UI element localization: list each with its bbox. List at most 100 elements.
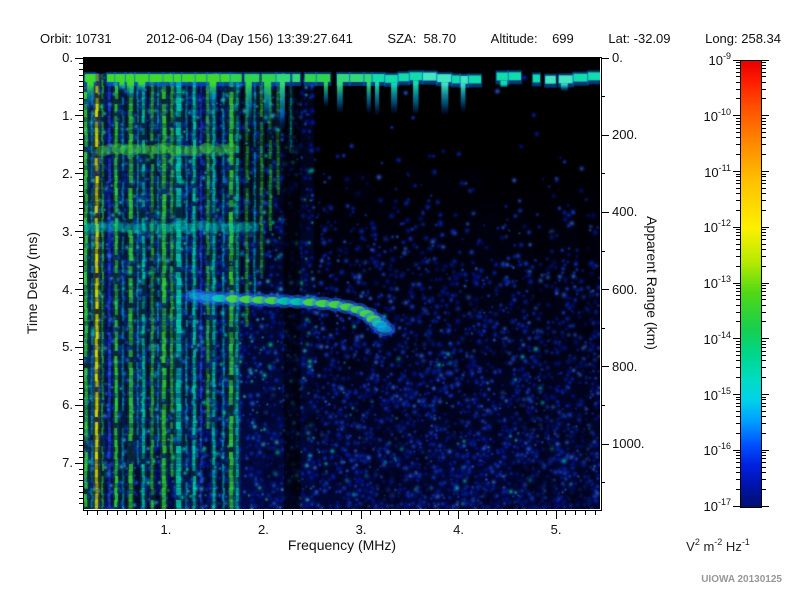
- y-left-minor-tick: [79, 202, 83, 204]
- y-left-minor-tick: [79, 399, 83, 401]
- y-right-major-tick: [601, 211, 609, 213]
- y-right-minor-tick: [601, 250, 605, 252]
- x-axis-minor-tick: [136, 510, 138, 515]
- x-axis-minor-tick: [370, 510, 372, 515]
- long-field: Long: 258.34: [705, 31, 781, 46]
- y-left-minor-tick: [79, 428, 83, 430]
- colorbar-minor-tick: [762, 406, 766, 408]
- x-axis-minor-tick: [214, 510, 216, 515]
- colorbar-minor-tick: [736, 71, 740, 73]
- colorbar-minor-tick: [762, 304, 766, 306]
- y-left-major-tick: [75, 231, 83, 233]
- x-axis-minor-tick: [545, 510, 547, 515]
- colorbar-minor-tick: [762, 193, 766, 195]
- y-left-minor-tick: [79, 184, 83, 186]
- x-axis-minor-tick: [380, 510, 382, 515]
- y-left-minor-tick: [79, 318, 83, 320]
- y-left-minor-tick: [79, 138, 83, 140]
- x-axis-tick-label: 4.: [453, 522, 464, 537]
- y-right-tick-label: 600.: [612, 281, 638, 297]
- colorbar-minor-tick: [762, 478, 766, 480]
- colorbar-major-tick: [733, 394, 740, 395]
- colorbar-minor-tick: [736, 176, 740, 178]
- colorbar-minor-tick: [736, 179, 740, 181]
- y-left-minor-tick: [79, 433, 83, 435]
- colorbar-major-tick: [762, 505, 769, 507]
- x-axis-minor-tick: [106, 510, 108, 515]
- y-left-minor-tick: [79, 254, 83, 256]
- x-axis-minor-tick: [584, 510, 586, 515]
- y-right-minor-tick: [601, 96, 605, 98]
- colorbar-minor-tick: [762, 291, 766, 293]
- y-left-minor-tick: [79, 294, 83, 296]
- colorbar-minor-tick: [736, 452, 740, 454]
- y-left-minor-tick: [79, 121, 83, 123]
- colorbar-minor-tick: [762, 455, 766, 457]
- x-axis-minor-tick: [350, 510, 352, 515]
- y-left-minor-tick: [79, 179, 83, 181]
- y-left-minor-tick: [79, 312, 83, 314]
- y-right-major-tick: [601, 366, 609, 368]
- colorbar-minor-tick: [736, 416, 740, 418]
- colorbar-minor-tick: [762, 458, 766, 460]
- colorbar-minor-tick: [762, 144, 766, 146]
- x-axis-major-tick: [555, 510, 557, 519]
- y-left-minor-tick: [79, 393, 83, 395]
- y-left-minor-tick: [79, 445, 83, 447]
- x-axis-minor-tick: [184, 510, 186, 515]
- y-left-minor-tick: [79, 416, 83, 418]
- colorbar-minor-tick: [736, 311, 740, 313]
- y-right-tick-label: 1000.: [612, 436, 645, 452]
- colorbar-major-tick: [733, 115, 740, 117]
- colorbar-major-tick: [733, 59, 740, 61]
- y-right-major-tick: [601, 289, 609, 291]
- colorbar-minor-tick: [736, 304, 740, 306]
- x-axis-major-tick: [262, 510, 264, 519]
- y-right-minor-tick: [601, 327, 605, 329]
- colorbar-minor-tick: [762, 183, 766, 185]
- y-left-minor-tick: [79, 364, 83, 366]
- colorbar-minor-tick: [762, 367, 766, 369]
- y-left-minor-tick: [79, 208, 83, 210]
- colorbar-minor-tick: [736, 229, 740, 231]
- y-left-minor-tick: [79, 150, 83, 152]
- colorbar-minor-tick: [736, 88, 740, 90]
- colorbar-minor-tick: [736, 291, 740, 293]
- x-axis-minor-tick: [126, 510, 128, 515]
- colorbar-minor-tick: [762, 462, 766, 464]
- colorbar-minor-tick: [762, 179, 766, 181]
- x-axis-tick-label: 5.: [550, 522, 562, 537]
- colorbar-minor-tick: [762, 235, 766, 237]
- colorbar-minor-tick: [762, 120, 766, 122]
- y-right-tick-label: 400.: [612, 204, 638, 220]
- x-axis-minor-tick: [175, 510, 177, 515]
- colorbar-minor-tick: [736, 462, 740, 464]
- datetime-field: 2012-06-04 (Day 156) 13:39:27.641: [146, 31, 353, 46]
- colorbar-minor-tick: [736, 360, 740, 362]
- colorbar-minor-tick: [762, 71, 766, 73]
- colorbar-minor-tick: [762, 239, 766, 241]
- colorbar-minor-tick: [762, 68, 766, 70]
- colorbar-minor-tick: [736, 488, 740, 490]
- colorbar-minor-tick: [736, 120, 740, 122]
- colorbar-minor-tick: [762, 346, 766, 348]
- colorbar-minor-tick: [736, 183, 740, 185]
- y-left-minor-tick: [79, 260, 83, 262]
- header-status-line: Orbit: 10731 2012-06-04 (Day 156) 13:39:…: [40, 31, 781, 46]
- colorbar-major-tick: [762, 171, 769, 172]
- y-left-minor-tick: [79, 491, 83, 493]
- y-right-major-tick: [601, 134, 609, 136]
- y-left-minor-tick: [79, 80, 83, 82]
- colorbar-minor-tick: [736, 340, 740, 342]
- x-axis-minor-tick: [497, 510, 499, 515]
- y-left-minor-tick: [79, 213, 83, 215]
- y-left-tick-label: 1.: [62, 107, 73, 123]
- x-axis-minor-tick: [155, 510, 157, 515]
- colorbar-minor-tick: [762, 229, 766, 231]
- y-left-minor-tick: [79, 86, 83, 88]
- x-axis-minor-tick: [467, 510, 469, 515]
- y-right-tick-label: 800.: [612, 358, 638, 374]
- colorbar-minor-tick: [762, 287, 766, 289]
- colorbar-minor-tick: [736, 187, 740, 189]
- colorbar-minor-tick: [736, 64, 740, 66]
